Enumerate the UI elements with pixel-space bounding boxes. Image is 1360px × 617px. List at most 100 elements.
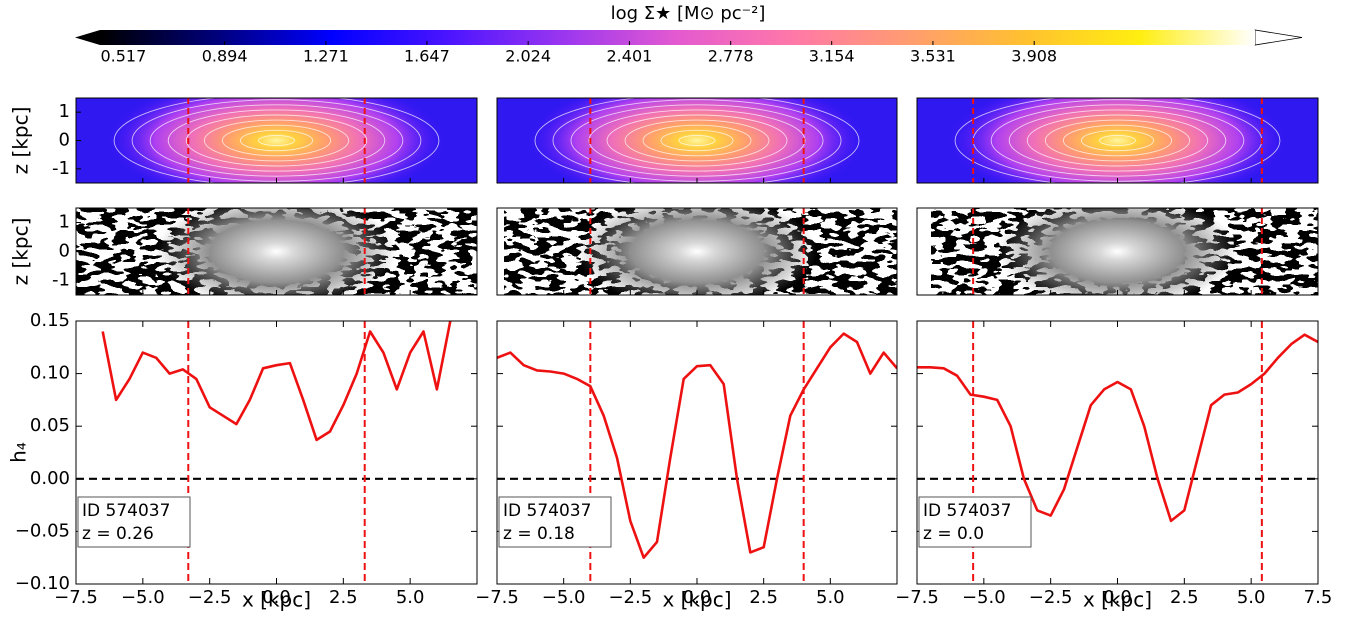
annotation: z = 0.26 [82,524,154,544]
h4-line [101,321,452,442]
y-tick-label: 0.15 [30,310,70,331]
contour [588,109,806,172]
contour [113,98,440,183]
x-tick-label: 2.5 [329,587,358,608]
density-core [529,98,865,183]
contour [149,104,404,177]
plot-area [76,321,477,584]
h4-line [917,333,1318,523]
x-tick-label: −5.0 [542,587,586,608]
contour [1026,114,1209,167]
contour [1008,109,1227,172]
colorbar-tick-label: 2.401 [607,47,653,66]
colorbar-tick-label: 3.531 [910,47,956,66]
annotation-box [77,496,191,548]
x-tick-label: −2.5 [608,587,652,608]
contour [624,119,770,162]
contour [954,98,1281,183]
h4-core [156,208,397,295]
colorbar-tick-label: 3.908 [1011,47,1057,66]
colorbar [100,30,1255,45]
contour [185,114,368,167]
contour [1080,129,1155,152]
x-tick-label: 2.5 [749,587,778,608]
contour [534,98,860,183]
y-tick-label: 0 [59,130,70,151]
x-tick-label: −7.5 [475,587,519,608]
plot-area [497,321,897,584]
annotation-box [918,496,1032,548]
density-map [917,98,1318,183]
contour [606,114,788,167]
contour [678,134,716,147]
y-axis-label: h₄ [7,442,31,463]
annotation: ID 574037 [503,501,591,521]
density-map [497,98,897,183]
h4-map [76,208,477,295]
colorbar-tick-label: 3.154 [809,47,855,66]
y-tick-label: 1 [59,212,70,233]
x-tick-label: 5.0 [816,587,845,608]
x-axis-label: x [kpc] [242,588,311,612]
x-tick-label: 0.0 [683,587,712,608]
h4-core [997,208,1238,295]
annotation: ID 574037 [82,501,170,521]
annotation: z = 0.18 [503,524,575,544]
density-core [108,98,445,183]
h4-line [497,332,897,559]
contour [570,104,824,177]
contour [221,124,332,157]
annotation-box [498,496,612,548]
contour [258,134,295,147]
y-tick-label: 0.10 [30,363,70,384]
x-tick-label: 7.5 [1304,587,1333,608]
colorbar-high-extension [1254,29,1303,46]
x-tick-label: −2.5 [1029,587,1073,608]
annotation: z = 0.0 [923,524,984,544]
colorbar-tick-label: 1.647 [404,47,450,66]
y-tick-label: -1 [52,270,70,291]
x-tick-label: −7.5 [54,587,98,608]
colorbar-tick-label: 0.894 [202,47,248,66]
x-tick-label: 2.5 [1170,587,1199,608]
x-tick-label: −2.5 [188,587,232,608]
annotation: ID 574037 [923,501,1011,521]
contour [642,124,752,157]
y-tick-label: 0.05 [30,415,70,436]
map-y-label: z [kpc] [9,218,33,286]
y-tick-label: 1 [59,101,70,122]
h4-core [577,208,817,295]
contour [1099,134,1136,147]
h4-map [504,208,897,295]
contour [167,109,386,172]
colorbar-tick-label: 0.517 [100,47,146,66]
contour [1044,119,1191,162]
colorbar-tick-label: 2.778 [708,47,754,66]
x-tick-label: −5.0 [121,587,165,608]
y-tick-label: −0.05 [15,520,70,541]
x-tick-label: 0.0 [1103,587,1132,608]
h4-map [931,208,1318,295]
x-tick-label: 5.0 [1237,587,1266,608]
y-tick-label: 0 [59,241,70,262]
y-tick-label: −0.10 [15,573,70,594]
x-tick-label: 5.0 [396,587,425,608]
map-y-label: z [kpc] [9,107,33,175]
x-axis-label: x [kpc] [662,588,731,612]
colorbar-low-extension [75,30,100,45]
colorbar-label: log Σ★ [M⊙ pc⁻²] [611,3,766,24]
density-map [76,98,477,183]
x-tick-label: 0.0 [262,587,291,608]
y-tick-label: -1 [52,158,70,179]
colorbar-tick-label: 2.024 [505,47,551,66]
x-tick-label: −7.5 [895,587,939,608]
contour [203,119,350,162]
x-axis-label: x [kpc] [1083,588,1152,612]
density-core [949,98,1286,183]
y-tick-label: 0.00 [30,468,70,489]
contour [1062,124,1173,157]
contour [990,104,1245,177]
colorbar-tick-label: 1.271 [303,47,349,66]
